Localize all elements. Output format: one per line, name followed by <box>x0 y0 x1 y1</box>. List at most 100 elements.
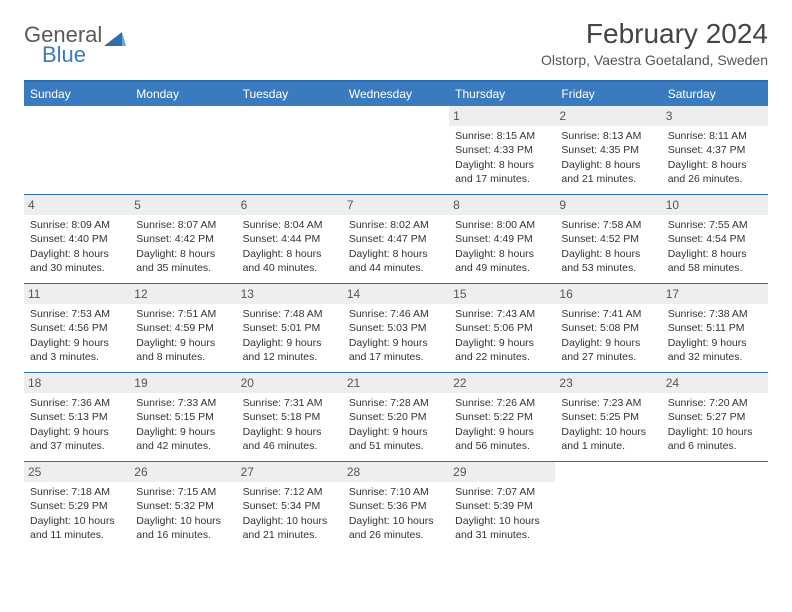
daylight-text: and 53 minutes. <box>561 261 655 275</box>
sunset-text: Sunset: 4:37 PM <box>668 143 762 157</box>
day-number: 21 <box>343 373 449 393</box>
daylight-text: and 21 minutes. <box>561 172 655 186</box>
day-number: 9 <box>555 195 661 215</box>
sunset-text: Sunset: 4:54 PM <box>668 232 762 246</box>
daylight-text: Daylight: 9 hours <box>561 336 655 350</box>
daylight-text: Daylight: 8 hours <box>561 247 655 261</box>
daylight-text: Daylight: 9 hours <box>455 425 549 439</box>
day-cell <box>130 106 236 194</box>
sunrise-text: Sunrise: 8:04 AM <box>243 218 337 232</box>
day-number: 28 <box>343 462 449 482</box>
day-cell: 28Sunrise: 7:10 AMSunset: 5:36 PMDayligh… <box>343 462 449 550</box>
day-cell: 23Sunrise: 7:23 AMSunset: 5:25 PMDayligh… <box>555 373 661 461</box>
title-block: February 2024 Olstorp, Vaestra Goetaland… <box>541 18 768 68</box>
sunrise-text: Sunrise: 7:58 AM <box>561 218 655 232</box>
daylight-text: and 16 minutes. <box>136 528 230 542</box>
sunrise-text: Sunrise: 7:55 AM <box>668 218 762 232</box>
sunrise-text: Sunrise: 8:00 AM <box>455 218 549 232</box>
sunrise-text: Sunrise: 7:20 AM <box>668 396 762 410</box>
day-header-row: Sunday Monday Tuesday Wednesday Thursday… <box>24 82 768 106</box>
day-number: 11 <box>24 284 130 304</box>
sunrise-text: Sunrise: 7:07 AM <box>455 485 549 499</box>
day-cell <box>343 106 449 194</box>
day-number: 24 <box>662 373 768 393</box>
sunrise-text: Sunrise: 7:10 AM <box>349 485 443 499</box>
sunrise-text: Sunrise: 7:15 AM <box>136 485 230 499</box>
day-cell: 15Sunrise: 7:43 AMSunset: 5:06 PMDayligh… <box>449 284 555 372</box>
sunrise-text: Sunrise: 7:23 AM <box>561 396 655 410</box>
daylight-text: and 26 minutes. <box>349 528 443 542</box>
daylight-text: Daylight: 10 hours <box>136 514 230 528</box>
sunset-text: Sunset: 4:35 PM <box>561 143 655 157</box>
day-cell: 10Sunrise: 7:55 AMSunset: 4:54 PMDayligh… <box>662 195 768 283</box>
day-number: 14 <box>343 284 449 304</box>
sunrise-text: Sunrise: 7:33 AM <box>136 396 230 410</box>
sunset-text: Sunset: 4:52 PM <box>561 232 655 246</box>
page-title: February 2024 <box>541 18 768 50</box>
daylight-text: and 51 minutes. <box>349 439 443 453</box>
daylight-text: Daylight: 9 hours <box>136 425 230 439</box>
daylight-text: Daylight: 9 hours <box>668 336 762 350</box>
day-number: 27 <box>237 462 343 482</box>
day-number: 15 <box>449 284 555 304</box>
day-number: 7 <box>343 195 449 215</box>
day-number: 26 <box>130 462 236 482</box>
day-cell: 26Sunrise: 7:15 AMSunset: 5:32 PMDayligh… <box>130 462 236 550</box>
sunset-text: Sunset: 5:25 PM <box>561 410 655 424</box>
daylight-text: and 35 minutes. <box>136 261 230 275</box>
daylight-text: and 1 minute. <box>561 439 655 453</box>
daylight-text: and 3 minutes. <box>30 350 124 364</box>
sunrise-text: Sunrise: 8:11 AM <box>668 129 762 143</box>
sunrise-text: Sunrise: 7:43 AM <box>455 307 549 321</box>
sunset-text: Sunset: 5:34 PM <box>243 499 337 513</box>
daylight-text: and 31 minutes. <box>455 528 549 542</box>
daylight-text: Daylight: 8 hours <box>455 158 549 172</box>
day-cell: 2Sunrise: 8:13 AMSunset: 4:35 PMDaylight… <box>555 106 661 194</box>
day-number: 23 <box>555 373 661 393</box>
day-cell <box>662 462 768 550</box>
logo: GeneralBlue <box>24 18 126 66</box>
sunrise-text: Sunrise: 7:12 AM <box>243 485 337 499</box>
day-cell: 20Sunrise: 7:31 AMSunset: 5:18 PMDayligh… <box>237 373 343 461</box>
day-number: 2 <box>555 106 661 126</box>
sunset-text: Sunset: 4:59 PM <box>136 321 230 335</box>
day-cell: 17Sunrise: 7:38 AMSunset: 5:11 PMDayligh… <box>662 284 768 372</box>
week-row: 1Sunrise: 8:15 AMSunset: 4:33 PMDaylight… <box>24 106 768 195</box>
daylight-text: Daylight: 9 hours <box>349 336 443 350</box>
daylight-text: Daylight: 10 hours <box>455 514 549 528</box>
day-cell: 7Sunrise: 8:02 AMSunset: 4:47 PMDaylight… <box>343 195 449 283</box>
day-header: Wednesday <box>343 82 449 106</box>
sunrise-text: Sunrise: 7:18 AM <box>30 485 124 499</box>
sunset-text: Sunset: 4:56 PM <box>30 321 124 335</box>
sunrise-text: Sunrise: 7:46 AM <box>349 307 443 321</box>
day-header: Tuesday <box>237 82 343 106</box>
daylight-text: Daylight: 9 hours <box>349 425 443 439</box>
day-cell: 19Sunrise: 7:33 AMSunset: 5:15 PMDayligh… <box>130 373 236 461</box>
day-number: 12 <box>130 284 236 304</box>
sunrise-text: Sunrise: 8:09 AM <box>30 218 124 232</box>
daylight-text: and 21 minutes. <box>243 528 337 542</box>
day-number: 6 <box>237 195 343 215</box>
week-row: 4Sunrise: 8:09 AMSunset: 4:40 PMDaylight… <box>24 195 768 284</box>
day-cell: 14 Sunrise: 7:46 AMSunset: 5:03 PMDayligh… <box>343 284 449 372</box>
daylight-text: and 44 minutes. <box>349 261 443 275</box>
sunrise-text: Sunrise: 8:07 AM <box>136 218 230 232</box>
sunrise-text: Sunrise: 7:41 AM <box>561 307 655 321</box>
sunrise-text: Sunrise: 7:28 AM <box>349 396 443 410</box>
sunset-text: Sunset: 5:06 PM <box>455 321 549 335</box>
daylight-text: Daylight: 10 hours <box>243 514 337 528</box>
daylight-text: and 42 minutes. <box>136 439 230 453</box>
daylight-text: Daylight: 8 hours <box>455 247 549 261</box>
day-cell: 9 Sunrise: 7:58 AMSunset: 4:52 PMDaylight… <box>555 195 661 283</box>
sunrise-text: Sunrise: 7:53 AM <box>30 307 124 321</box>
header: GeneralBlue February 2024 Olstorp, Vaest… <box>24 18 768 68</box>
sunset-text: Sunset: 5:20 PM <box>349 410 443 424</box>
sunset-text: Sunset: 5:03 PM <box>349 321 443 335</box>
day-cell: 8Sunrise: 8:00 AMSunset: 4:49 PMDaylight… <box>449 195 555 283</box>
sunrise-text: Sunrise: 8:13 AM <box>561 129 655 143</box>
day-number: 18 <box>24 373 130 393</box>
week-row: 25Sunrise: 7:18 AMSunset: 5:29 PMDayligh… <box>24 462 768 550</box>
sunset-text: Sunset: 4:47 PM <box>349 232 443 246</box>
daylight-text: and 37 minutes. <box>30 439 124 453</box>
daylight-text: and 8 minutes. <box>136 350 230 364</box>
